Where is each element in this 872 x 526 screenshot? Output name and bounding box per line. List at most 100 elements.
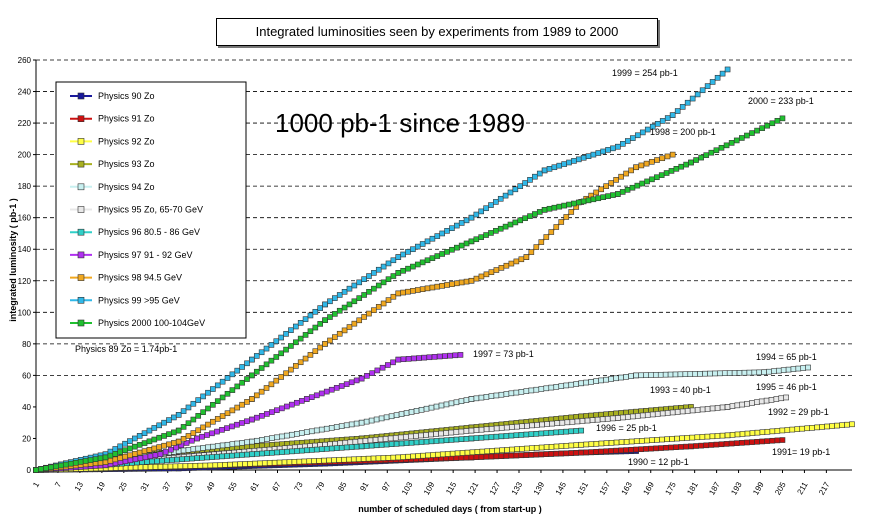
data-point bbox=[322, 301, 328, 308]
data-point bbox=[573, 428, 580, 434]
data-point bbox=[327, 298, 333, 305]
series-end-label: 2000 = 233 pb-1 bbox=[748, 96, 814, 106]
data-point bbox=[719, 70, 726, 77]
legend-marker bbox=[77, 228, 85, 236]
data-point bbox=[157, 451, 164, 458]
data-point bbox=[375, 266, 382, 273]
data-point bbox=[551, 164, 558, 171]
data-point bbox=[398, 440, 405, 447]
data-point bbox=[356, 279, 363, 286]
data-point bbox=[508, 432, 515, 439]
data-point bbox=[754, 399, 760, 405]
data-point bbox=[53, 463, 59, 470]
data-point bbox=[366, 273, 372, 279]
data-point bbox=[618, 173, 624, 180]
data-point bbox=[790, 366, 797, 372]
data-point bbox=[598, 411, 604, 418]
data-point bbox=[326, 457, 332, 464]
data-point bbox=[574, 418, 581, 425]
data-point bbox=[674, 108, 681, 114]
legend-entry: Physics 93 Zo bbox=[98, 159, 155, 169]
data-point bbox=[408, 409, 415, 415]
data-point bbox=[187, 463, 194, 469]
data-point bbox=[610, 145, 616, 152]
y-tick-label: 20 bbox=[22, 434, 31, 443]
data-point bbox=[663, 444, 669, 451]
data-point bbox=[776, 367, 782, 374]
data-point bbox=[190, 430, 197, 436]
data-point bbox=[513, 432, 520, 439]
data-point bbox=[348, 444, 355, 450]
data-point bbox=[524, 422, 530, 429]
data-point bbox=[649, 176, 655, 183]
data-point bbox=[629, 413, 636, 420]
data-point bbox=[598, 377, 604, 384]
data-point bbox=[623, 170, 629, 177]
data-point bbox=[279, 433, 285, 440]
data-point bbox=[667, 371, 674, 378]
data-point bbox=[410, 453, 416, 460]
data-point bbox=[657, 371, 664, 378]
data-point bbox=[751, 369, 758, 376]
data-point bbox=[493, 433, 500, 440]
data-point bbox=[199, 455, 205, 461]
data-point bbox=[234, 452, 240, 459]
data-point bbox=[159, 457, 165, 464]
series-end-label: 1991= 19 pb-1 bbox=[772, 447, 830, 457]
data-point bbox=[214, 453, 220, 460]
data-point bbox=[393, 412, 400, 418]
data-point bbox=[360, 456, 367, 462]
data-point bbox=[362, 438, 369, 444]
data-point bbox=[358, 375, 365, 382]
data-point bbox=[728, 440, 735, 447]
data-point bbox=[122, 458, 129, 465]
data-point bbox=[724, 432, 731, 439]
data-point bbox=[517, 183, 524, 189]
data-point bbox=[593, 412, 599, 418]
data-point bbox=[449, 450, 456, 457]
data-point bbox=[284, 403, 290, 410]
data-point bbox=[780, 367, 787, 373]
data-point bbox=[348, 421, 355, 428]
data-point bbox=[662, 371, 669, 378]
data-point bbox=[434, 283, 441, 290]
data-point bbox=[654, 120, 661, 127]
data-point bbox=[418, 432, 424, 439]
data-point bbox=[346, 285, 353, 292]
data-point bbox=[543, 451, 550, 457]
data-point bbox=[425, 452, 431, 459]
data-point bbox=[271, 459, 278, 466]
data-point bbox=[649, 437, 655, 444]
legend-marker bbox=[77, 274, 85, 281]
data-point bbox=[533, 451, 540, 458]
data-point bbox=[463, 436, 470, 442]
data-point bbox=[659, 410, 666, 417]
data-point bbox=[332, 311, 338, 317]
data-point bbox=[168, 446, 174, 453]
data-point bbox=[306, 458, 313, 465]
data-point bbox=[327, 337, 333, 344]
data-point bbox=[575, 199, 582, 206]
x-tick-label: 211 bbox=[795, 480, 809, 496]
data-point bbox=[390, 293, 397, 300]
legend-marker bbox=[77, 115, 85, 122]
x-tick-label: 37 bbox=[161, 480, 174, 493]
data-point bbox=[152, 452, 159, 459]
data-point bbox=[423, 438, 430, 445]
y-tick-label: 200 bbox=[18, 151, 32, 160]
data-point bbox=[429, 284, 436, 291]
data-point bbox=[629, 184, 636, 191]
data-point bbox=[623, 439, 630, 445]
series-end-label: 1996 = 25 pb-1 bbox=[596, 423, 657, 433]
data-point bbox=[518, 432, 525, 438]
data-point bbox=[688, 159, 694, 166]
data-point bbox=[497, 195, 504, 202]
data-point bbox=[679, 435, 685, 442]
data-point bbox=[239, 440, 245, 446]
data-point bbox=[274, 449, 280, 456]
data-point bbox=[234, 367, 241, 374]
data-point bbox=[294, 448, 300, 454]
data-point bbox=[504, 447, 510, 453]
data-point bbox=[336, 307, 343, 314]
data-point bbox=[658, 445, 664, 451]
